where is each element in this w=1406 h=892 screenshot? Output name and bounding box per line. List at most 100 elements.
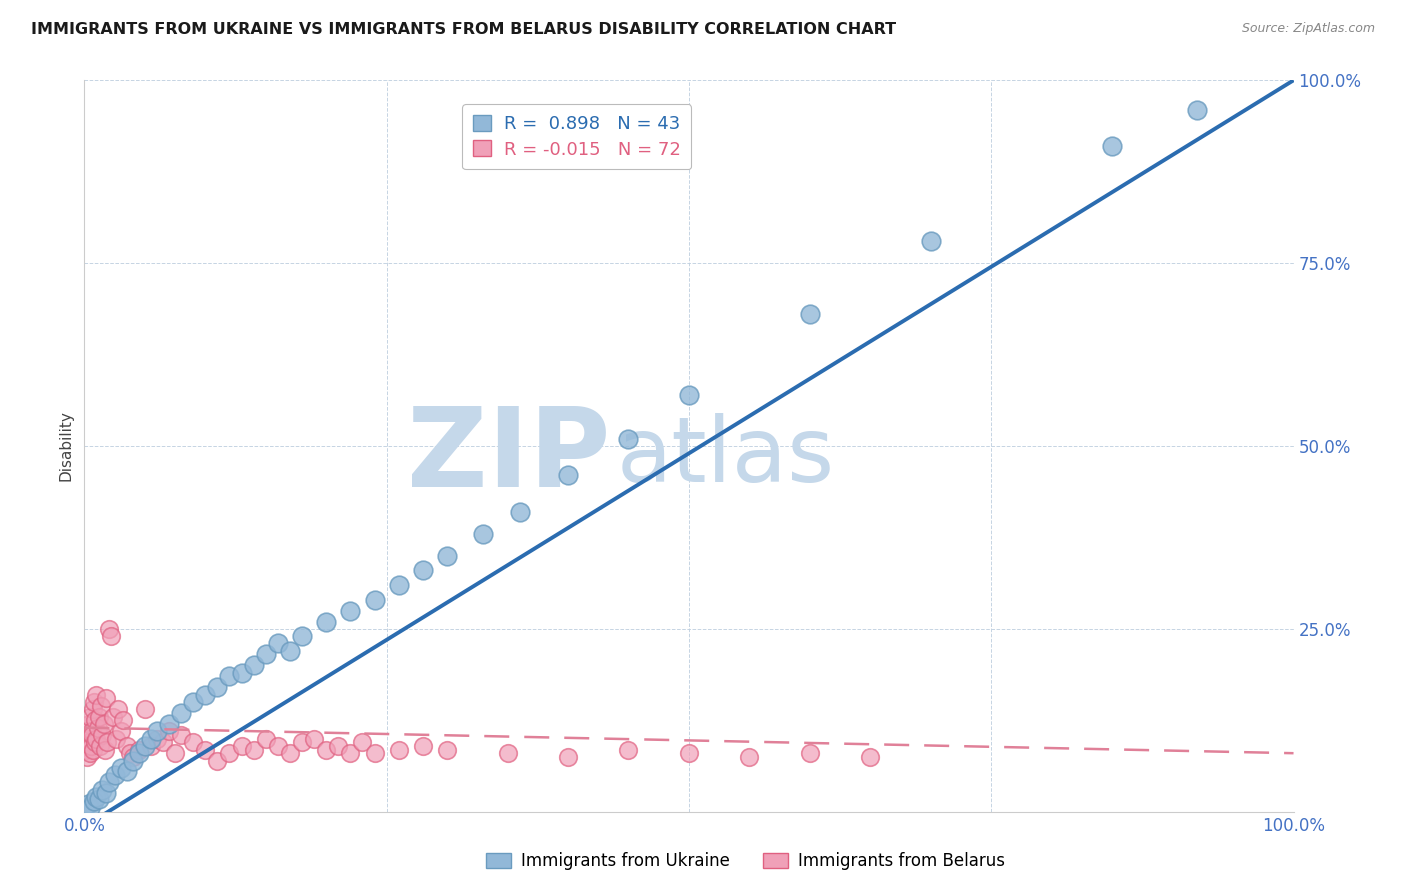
Point [207, 754, 229, 768]
Point [97, 775, 120, 789]
Point [617, 742, 640, 756]
Point [121, 749, 143, 764]
Point [242, 658, 264, 673]
Point [79, 801, 101, 815]
Point [352, 735, 374, 749]
Point [115, 739, 138, 753]
Point [1185, 103, 1208, 117]
Point [84, 731, 107, 746]
Point [302, 731, 325, 746]
Point [267, 636, 290, 650]
Point [77, 717, 100, 731]
Point [110, 761, 132, 775]
Point [77, 731, 100, 746]
Point [291, 629, 314, 643]
Point [509, 505, 531, 519]
Point [82, 702, 104, 716]
Point [82, 728, 104, 742]
Point [89, 739, 111, 753]
Point [218, 746, 240, 760]
Point [91, 728, 114, 742]
Point [103, 709, 125, 723]
Point [678, 388, 700, 402]
Point [194, 688, 217, 702]
Point [859, 749, 882, 764]
Point [181, 735, 204, 749]
Point [107, 702, 129, 716]
Point [134, 702, 156, 716]
Point [128, 746, 150, 760]
Point [315, 742, 337, 756]
Point [231, 739, 253, 753]
Point [75, 739, 97, 753]
Point [254, 648, 277, 662]
Point [83, 695, 105, 709]
Point [207, 681, 229, 695]
Point [86, 721, 108, 735]
Point [121, 754, 143, 768]
Point [194, 742, 217, 756]
Point [82, 742, 104, 756]
Point [363, 746, 385, 760]
Point [436, 742, 458, 756]
Point [157, 717, 180, 731]
Point [920, 234, 942, 248]
Point [254, 731, 277, 746]
Point [157, 724, 180, 739]
Point [96, 735, 118, 749]
Point [93, 717, 115, 731]
Point [678, 746, 700, 760]
Point [146, 724, 169, 739]
Point [388, 578, 411, 592]
Point [170, 728, 193, 742]
Point [165, 746, 187, 760]
Point [231, 665, 253, 680]
Point [557, 749, 579, 764]
Point [80, 739, 103, 753]
Point [388, 742, 411, 756]
Point [100, 629, 122, 643]
Point [87, 709, 110, 723]
Point [278, 644, 301, 658]
Point [181, 695, 204, 709]
Text: ZIP: ZIP [406, 403, 610, 510]
Legend: Immigrants from Ukraine, Immigrants from Belarus: Immigrants from Ukraine, Immigrants from… [479, 846, 1011, 877]
Point [79, 709, 101, 723]
Point [87, 791, 110, 805]
Y-axis label: Disability: Disability [58, 410, 73, 482]
Text: Source: ZipAtlas.com: Source: ZipAtlas.com [1241, 22, 1375, 36]
Point [799, 307, 821, 321]
Point [328, 739, 350, 753]
Point [139, 731, 162, 746]
Point [83, 794, 105, 808]
Point [86, 688, 108, 702]
Point [104, 768, 127, 782]
Point [557, 468, 579, 483]
Point [738, 749, 761, 764]
Point [315, 615, 337, 629]
Point [363, 592, 385, 607]
Point [152, 735, 174, 749]
Point [90, 698, 112, 713]
Point [86, 790, 108, 805]
Point [94, 742, 117, 756]
Point [115, 764, 138, 779]
Point [291, 735, 314, 749]
Point [242, 742, 264, 756]
Point [218, 669, 240, 683]
Point [79, 746, 101, 760]
Point [412, 563, 434, 577]
Text: atlas: atlas [616, 413, 835, 501]
Point [80, 724, 103, 739]
Point [83, 735, 105, 749]
Point [436, 549, 458, 563]
Point [76, 724, 98, 739]
Point [472, 526, 495, 541]
Point [617, 432, 640, 446]
Point [76, 749, 98, 764]
Point [339, 746, 361, 760]
Point [412, 739, 434, 753]
Text: IMMIGRANTS FROM UKRAINE VS IMMIGRANTS FROM BELARUS DISABILITY CORRELATION CHART: IMMIGRANTS FROM UKRAINE VS IMMIGRANTS FR… [31, 22, 896, 37]
Point [339, 603, 361, 617]
Point [75, 742, 97, 756]
